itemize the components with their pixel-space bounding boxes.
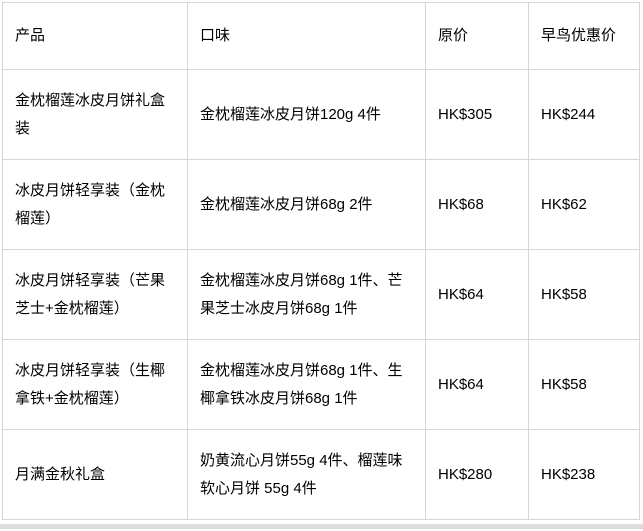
flavor-cell: 金枕榴莲冰皮月饼120g 4件 xyxy=(187,69,426,160)
original-price-cell: HK$68 xyxy=(425,159,529,250)
early-bird-price-cell: HK$58 xyxy=(528,339,640,430)
flavor-cell: 奶黄流心月饼55g 4件、榴莲味软心月饼 55g 4件 xyxy=(187,429,426,520)
original-price-cell: HK$64 xyxy=(425,339,529,430)
mooncake-price-table: 产品 口味 原价 早鸟优惠价 金枕榴莲冰皮月饼礼盒装 金枕榴莲冰皮月饼120g … xyxy=(2,2,640,520)
original-price-cell: HK$280 xyxy=(425,429,529,520)
table-row: 金枕榴莲冰皮月饼礼盒装 金枕榴莲冰皮月饼120g 4件 HK$305 HK$24… xyxy=(2,69,640,160)
early-bird-price-cell: HK$244 xyxy=(528,69,640,160)
product-cell: 冰皮月饼轻享装（生椰拿铁+金枕榴莲） xyxy=(2,339,188,430)
original-price-cell: HK$305 xyxy=(425,69,529,160)
original-price-cell: HK$64 xyxy=(425,249,529,340)
early-bird-price-cell: HK$238 xyxy=(528,429,640,520)
column-header-early-bird-price: 早鸟优惠价 xyxy=(528,2,640,70)
flavor-cell: 金枕榴莲冰皮月饼68g 1件、生椰拿铁冰皮月饼68g 1件 xyxy=(187,339,426,430)
flavor-cell: 金枕榴莲冰皮月饼68g 2件 xyxy=(187,159,426,250)
table-row: 月满金秋礼盒 奶黄流心月饼55g 4件、榴莲味软心月饼 55g 4件 HK$28… xyxy=(2,429,640,520)
table-row: 冰皮月饼轻享装（芒果芝士+金枕榴莲） 金枕榴莲冰皮月饼68g 1件、芒果芝士冰皮… xyxy=(2,249,640,340)
early-bird-price-cell: HK$62 xyxy=(528,159,640,250)
early-bird-price-cell: HK$58 xyxy=(528,249,640,340)
table-header: 产品 口味 原价 早鸟优惠价 xyxy=(2,2,640,70)
product-cell: 冰皮月饼轻享装（金枕榴莲） xyxy=(2,159,188,250)
flavor-cell: 金枕榴莲冰皮月饼68g 1件、芒果芝士冰皮月饼68g 1件 xyxy=(187,249,426,340)
column-header-product: 产品 xyxy=(2,2,188,70)
product-cell: 金枕榴莲冰皮月饼礼盒装 xyxy=(2,69,188,160)
product-cell: 冰皮月饼轻享装（芒果芝士+金枕榴莲） xyxy=(2,249,188,340)
table-row: 冰皮月饼轻享装（金枕榴莲） 金枕榴莲冰皮月饼68g 2件 HK$68 HK$62 xyxy=(2,159,640,250)
price-table-container: 产品 口味 原价 早鸟优惠价 金枕榴莲冰皮月饼礼盒装 金枕榴莲冰皮月饼120g … xyxy=(2,2,640,520)
table-body: 金枕榴莲冰皮月饼礼盒装 金枕榴莲冰皮月饼120g 4件 HK$305 HK$24… xyxy=(2,69,640,520)
table-row: 冰皮月饼轻享装（生椰拿铁+金枕榴莲） 金枕榴莲冰皮月饼68g 1件、生椰拿铁冰皮… xyxy=(2,339,640,430)
header-row: 产品 口味 原价 早鸟优惠价 xyxy=(2,2,640,70)
column-header-flavor: 口味 xyxy=(187,2,426,70)
column-header-original-price: 原价 xyxy=(425,2,529,70)
product-cell: 月满金秋礼盒 xyxy=(2,429,188,520)
horizontal-scrollbar[interactable] xyxy=(0,524,643,529)
